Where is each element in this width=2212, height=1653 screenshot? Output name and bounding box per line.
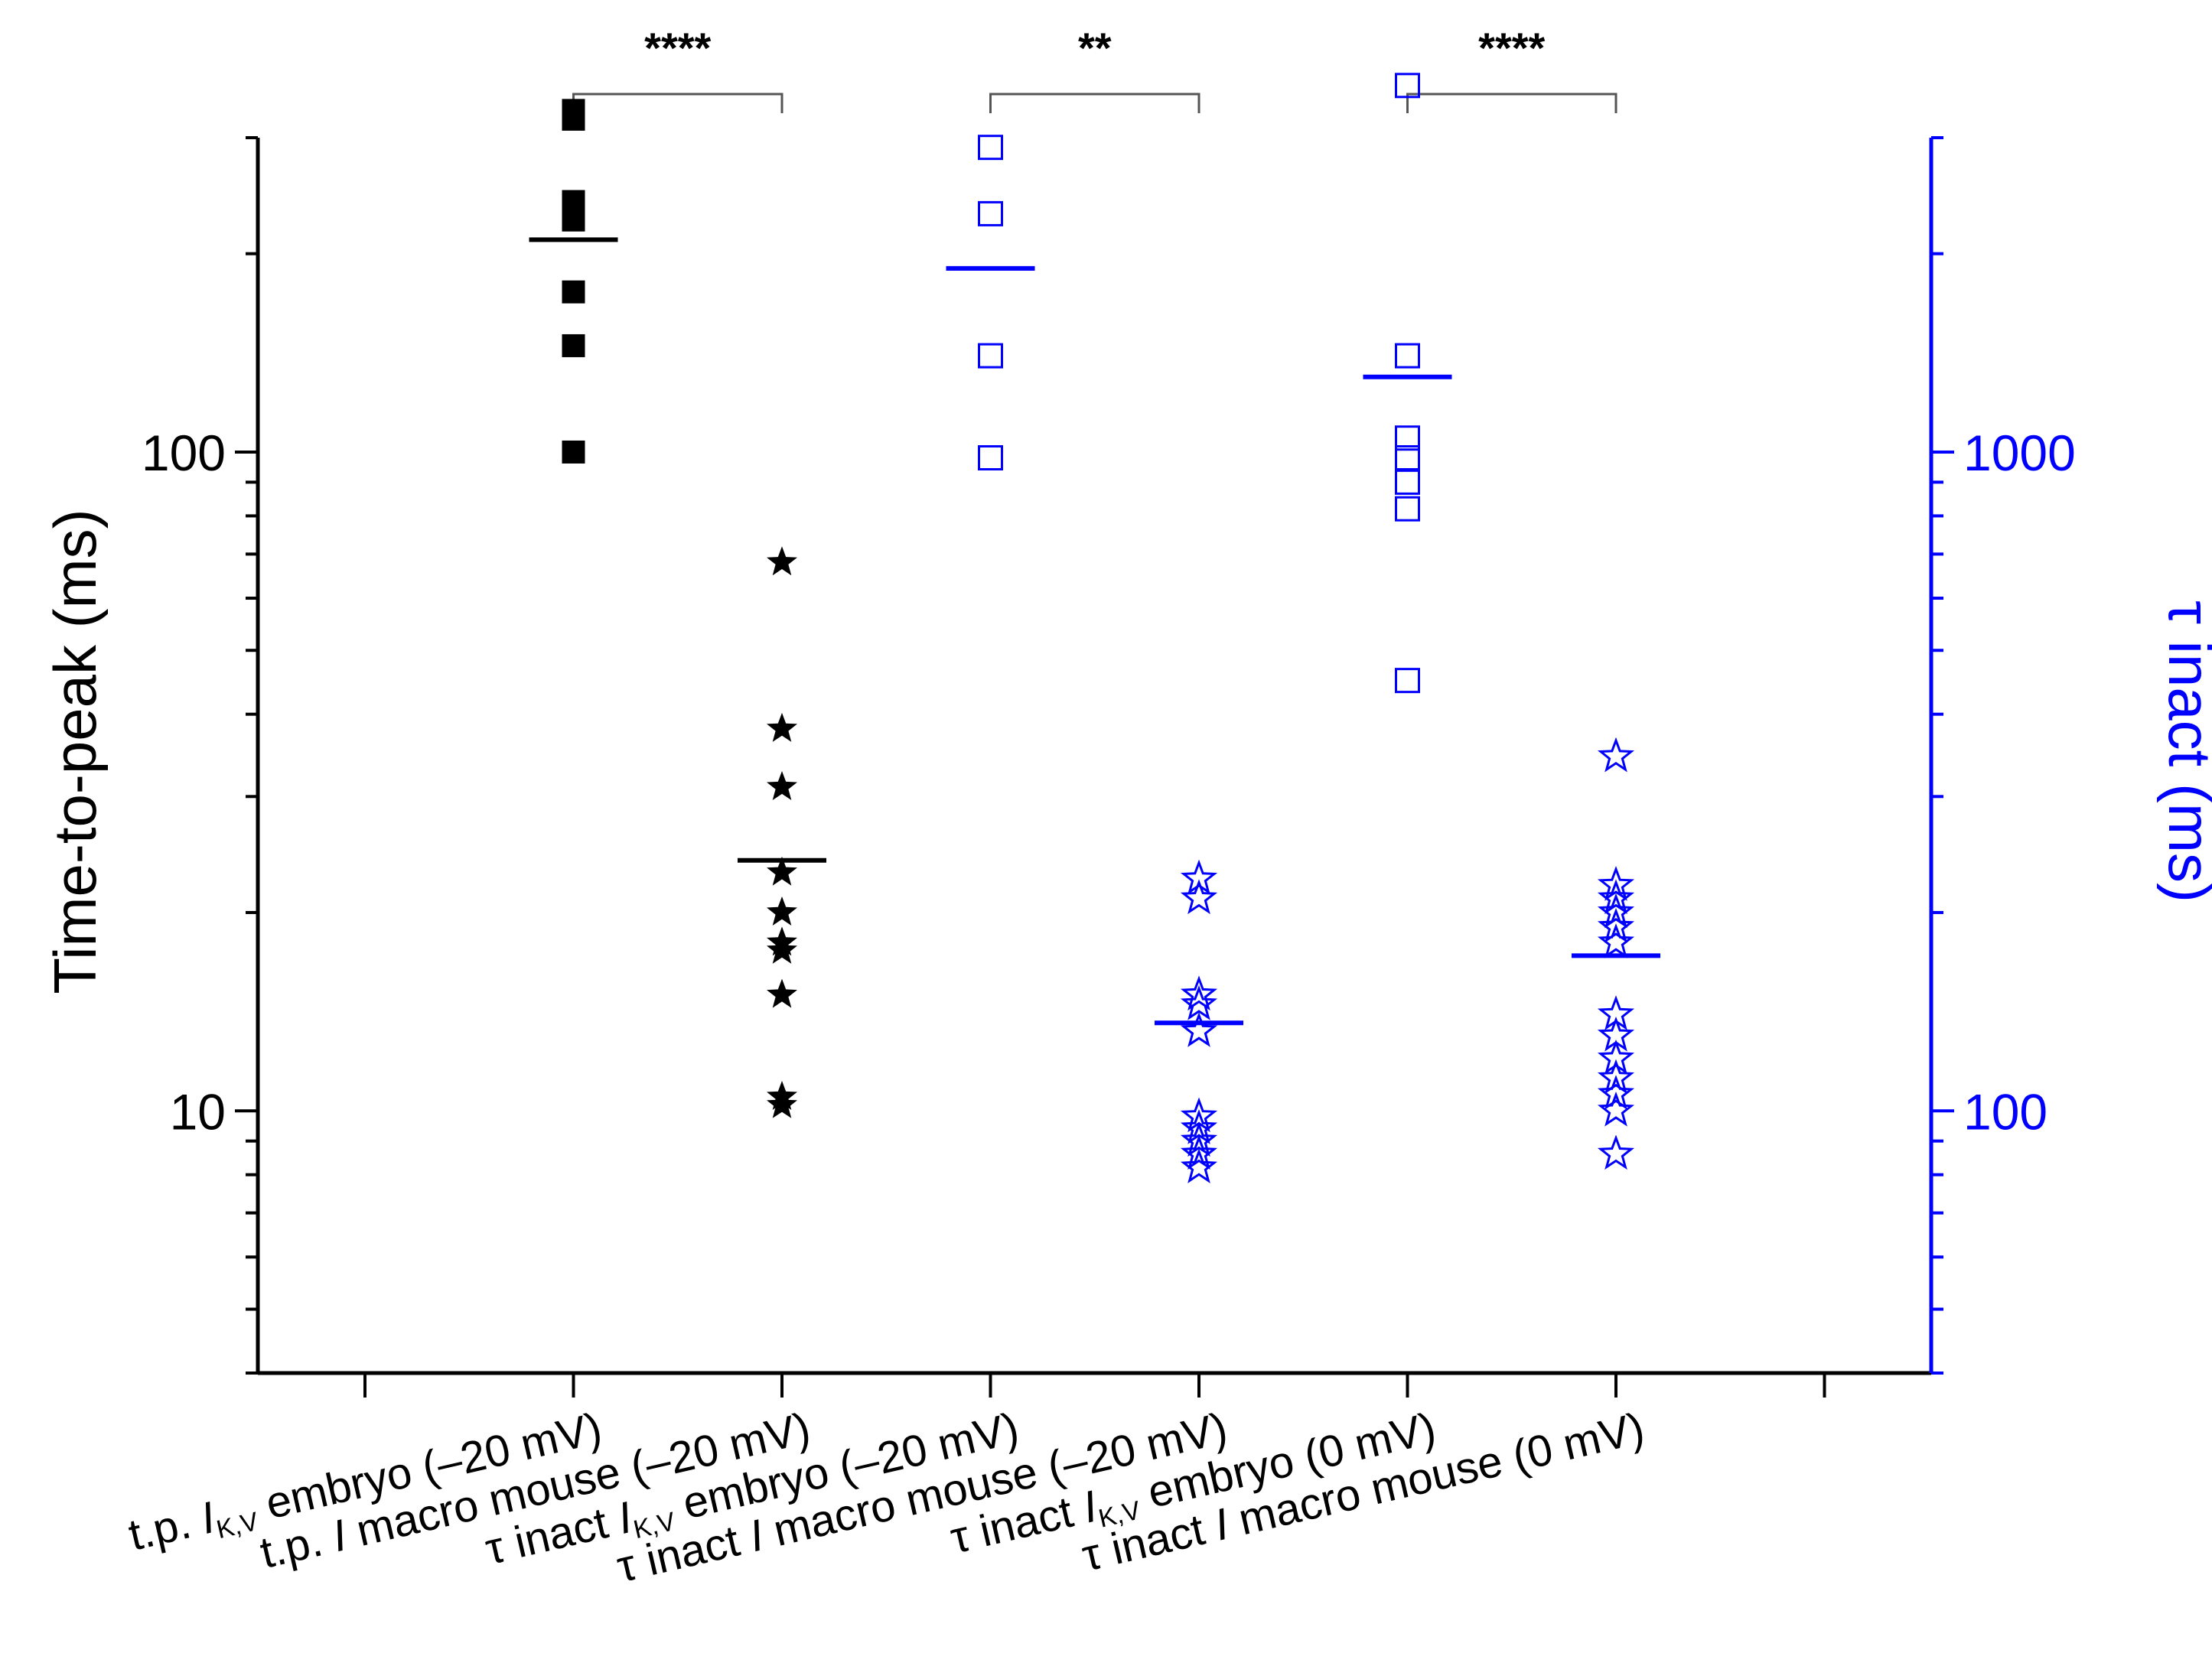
open-star-point bbox=[1597, 879, 1635, 915]
open-star-point bbox=[1180, 1121, 1218, 1157]
y-right-tick-label: 100 bbox=[1963, 1083, 2047, 1140]
filled-star-point bbox=[767, 712, 797, 742]
filled-square-point bbox=[562, 280, 585, 304]
filled-square-point bbox=[562, 334, 585, 357]
open-star-point bbox=[1597, 1092, 1635, 1127]
open-square-point bbox=[1395, 668, 1420, 694]
filled-star-point bbox=[767, 771, 797, 800]
open-star-point bbox=[1597, 1039, 1635, 1075]
y-left-tick-label: 10 bbox=[170, 1083, 226, 1140]
filled-star-point bbox=[767, 1088, 797, 1118]
open-square-point bbox=[1395, 445, 1420, 471]
significance-bracket bbox=[572, 93, 783, 113]
significance-label: **** bbox=[644, 24, 711, 72]
open-star-point bbox=[1597, 737, 1635, 773]
open-star-point bbox=[1180, 1012, 1218, 1047]
open-square-point bbox=[978, 200, 1003, 226]
significance-label: **** bbox=[1478, 24, 1545, 72]
significance-label: ** bbox=[1078, 24, 1112, 72]
y-left-title: Time-to-peak (ms) bbox=[41, 509, 109, 994]
significance-bracket bbox=[989, 93, 1200, 113]
open-square-point bbox=[1395, 496, 1420, 522]
significance-bracket bbox=[1406, 93, 1617, 113]
y-right-tick-label: 1000 bbox=[1963, 425, 2076, 481]
open-square-point bbox=[978, 343, 1003, 369]
mean-bars bbox=[529, 237, 1660, 1026]
open-star-point bbox=[1597, 893, 1635, 929]
open-square-point bbox=[978, 445, 1003, 471]
open-star-point bbox=[1180, 985, 1218, 1020]
open-star-point bbox=[1180, 975, 1218, 1011]
filled-square-point bbox=[562, 107, 585, 131]
axes: 10 100 100 1000 bbox=[142, 136, 2076, 1398]
open-square-point bbox=[1395, 425, 1420, 451]
open-square-point bbox=[978, 135, 1003, 161]
data-points bbox=[562, 73, 1635, 1183]
open-star-point bbox=[1597, 923, 1635, 958]
filled-star-point bbox=[767, 546, 797, 576]
filled-star-point bbox=[767, 856, 797, 886]
open-star-point bbox=[1597, 907, 1635, 943]
open-star-point bbox=[1180, 1134, 1218, 1170]
significance-brackets: **** ** **** bbox=[572, 24, 1617, 113]
y-right-title: τ inact (ms) bbox=[2156, 600, 2212, 903]
filled-star-point bbox=[767, 978, 797, 1008]
open-square-point bbox=[1395, 73, 1420, 99]
open-star-point bbox=[1597, 995, 1635, 1030]
filled-star-point bbox=[767, 934, 797, 964]
filled-square-point bbox=[562, 208, 585, 232]
filled-star-point bbox=[767, 896, 797, 926]
open-star-point bbox=[1180, 859, 1218, 895]
axis-titles: Time-to-peak (ms) τ inact (ms) bbox=[41, 509, 2212, 994]
filled-square-point bbox=[562, 440, 585, 464]
open-star-point bbox=[1597, 1134, 1635, 1170]
open-star-point bbox=[1180, 879, 1218, 915]
open-square-point bbox=[1395, 343, 1420, 369]
x-tick-labels: t.p. IK,V embryo (–20 mV)t.p. I macro mo… bbox=[124, 1403, 1649, 1592]
open-star-point bbox=[1597, 1059, 1635, 1095]
open-star-point bbox=[1180, 1148, 1218, 1183]
open-star-point bbox=[1597, 866, 1635, 901]
open-star-point bbox=[1597, 1075, 1635, 1110]
y-left-tick-label: 100 bbox=[142, 425, 226, 481]
open-square-point bbox=[1395, 469, 1420, 495]
